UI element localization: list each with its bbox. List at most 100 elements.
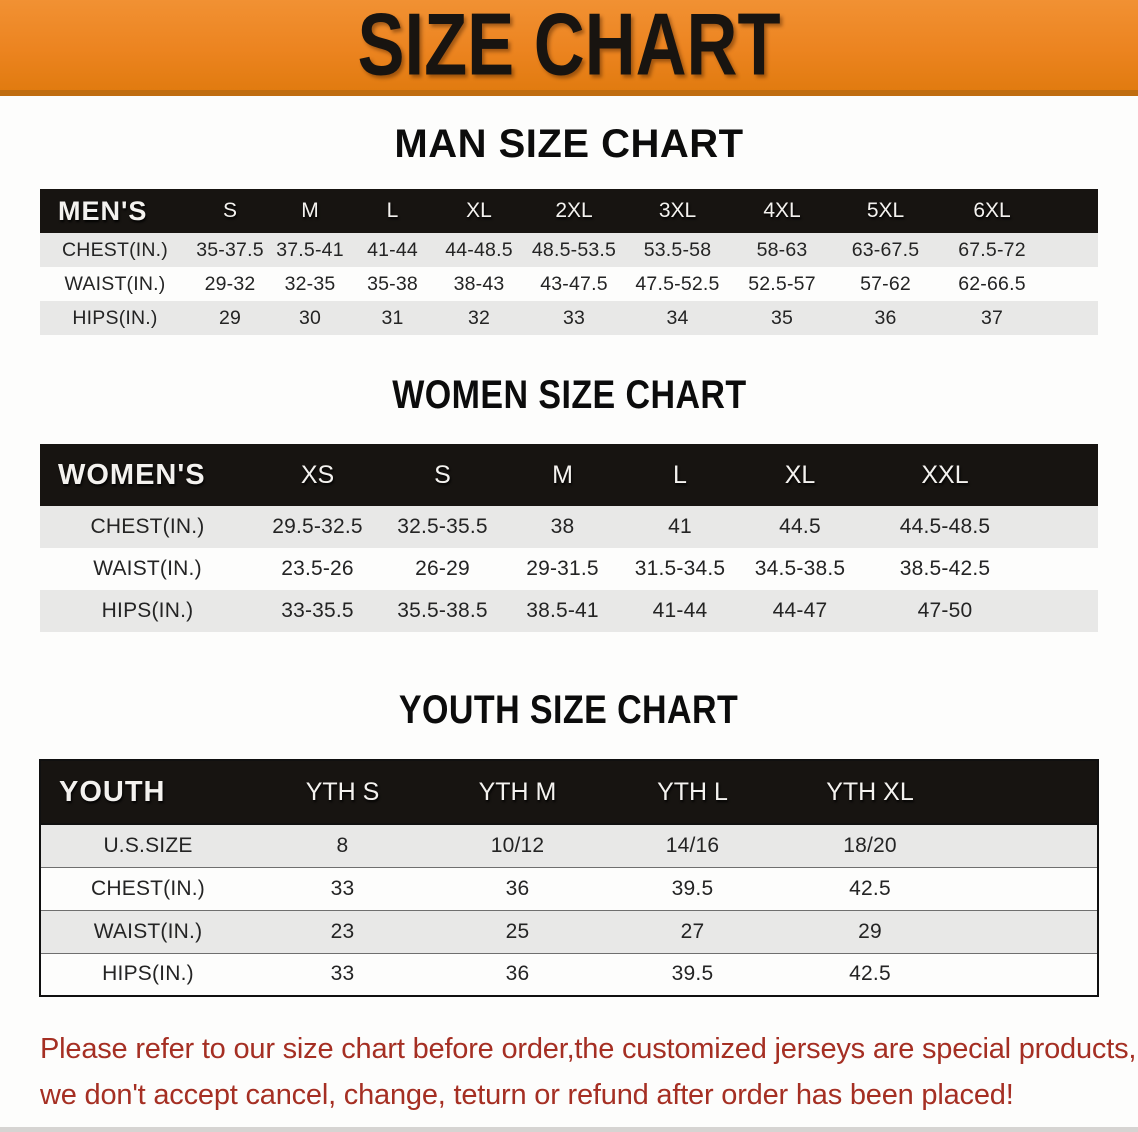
size-value-cell: 35.5-38.5 xyxy=(397,599,488,622)
size-value-cell: 42.5 xyxy=(849,962,891,986)
size-value-cell: 67.5-72 xyxy=(958,238,1026,261)
table-row-hips: HIPS(IN.) 29 30 31 32 33 34 35 36 37 xyxy=(40,301,1098,335)
size-value-cell: 38.5-42.5 xyxy=(899,557,991,580)
size-column-header: 5XL xyxy=(866,199,905,222)
size-value-cell: 36 xyxy=(505,876,530,900)
size-column-header: 6XL xyxy=(973,199,1011,222)
size-value-cell: 14/16 xyxy=(665,833,720,857)
row-label: HIPS(IN.) xyxy=(101,599,194,622)
size-value-cell: 44.5 xyxy=(779,515,821,538)
spacer-cell xyxy=(1030,444,1098,506)
size-value-cell: 38.5-41 xyxy=(526,599,599,622)
size-value-cell: 30 xyxy=(298,306,322,329)
row-label: HIPS(IN.) xyxy=(72,306,158,329)
size-column-header: S xyxy=(434,460,451,489)
size-value-cell: 33 xyxy=(330,962,355,986)
spacer-cell xyxy=(1030,506,1098,548)
size-column-header: XL xyxy=(466,199,492,222)
size-value-cell: 47.5-52.5 xyxy=(635,272,720,295)
spacer-cell xyxy=(960,760,1098,824)
size-value-cell: 29-31.5 xyxy=(526,557,599,580)
men-section-heading-text: MAN SIZE CHART xyxy=(394,122,744,166)
youth-header-row: YOUTH YTH S YTH M YTH L YTH XL xyxy=(40,760,1098,824)
spacer-cell xyxy=(1047,233,1098,267)
size-value-cell: 41-44 xyxy=(367,238,418,261)
size-value-cell: 57-62 xyxy=(860,272,911,295)
size-value-cell: 37.5-41 xyxy=(276,238,344,261)
disclaimer-line-2: we don't accept cancel, change, teturn o… xyxy=(40,1078,1014,1111)
size-value-cell: 33 xyxy=(562,306,586,329)
size-value-cell: 38 xyxy=(550,515,575,538)
size-value-cell: 62-66.5 xyxy=(958,272,1026,295)
row-label: WAIST(IN.) xyxy=(64,272,166,295)
size-value-cell: 53.5-58 xyxy=(643,238,712,261)
size-column-header: YTH S xyxy=(305,777,380,806)
size-value-cell: 39.5 xyxy=(671,962,714,986)
mens-size-table: MEN'S S M L XL 2XL 3XL 4XL 5XL 6XL CHEST… xyxy=(40,189,1098,335)
table-row-waist: WAIST(IN.) 29-32 32-35 35-38 38-43 43-47… xyxy=(40,267,1098,301)
table-row-waist: WAIST(IN.) 23.5-26 26-29 29-31.5 31.5-34… xyxy=(40,548,1098,590)
table-row-hips: HIPS(IN.) 33 36 39.5 42.5 xyxy=(40,953,1098,996)
size-value-cell: 26-29 xyxy=(415,557,470,580)
size-value-cell: 47-50 xyxy=(917,599,973,622)
row-label: HIPS(IN.) xyxy=(102,962,194,986)
disclaimer: Please refer to our size chart before or… xyxy=(40,1027,1137,1119)
size-value-cell: 33 xyxy=(330,876,355,900)
size-value-cell: 31 xyxy=(381,306,404,329)
spacer-cell xyxy=(1030,590,1098,632)
spacer-cell xyxy=(960,953,1098,996)
table-row-chest: CHEST(IN.) 33 36 39.5 42.5 xyxy=(40,867,1098,910)
size-value-cell: 23.5-26 xyxy=(281,557,354,580)
size-value-cell: 35 xyxy=(770,306,794,329)
spacer-cell xyxy=(1047,267,1098,301)
row-label: WAIST(IN.) xyxy=(93,557,202,580)
spacer-cell xyxy=(960,910,1098,953)
size-value-cell: 34 xyxy=(666,306,689,329)
size-value-cell: 34.5-38.5 xyxy=(754,557,846,580)
size-value-cell: 31.5-34.5 xyxy=(634,557,726,580)
size-value-cell: 48.5-53.5 xyxy=(531,238,617,261)
size-column-header: XL xyxy=(784,460,816,489)
size-value-cell: 23 xyxy=(330,919,355,943)
mens-corner-label: MEN'S xyxy=(58,195,148,226)
size-column-header: L xyxy=(386,199,399,222)
size-value-cell: 33-35.5 xyxy=(281,599,354,622)
size-column-header: YTH L xyxy=(657,777,728,806)
mens-header-row: MEN'S S M L XL 2XL 3XL 4XL 5XL 6XL xyxy=(40,189,1098,233)
men-section-heading: MAN SIZE CHART xyxy=(0,122,1138,167)
size-column-header: S xyxy=(222,199,237,222)
row-label: CHEST(IN.) xyxy=(91,876,205,900)
size-value-cell: 63-67.5 xyxy=(851,238,920,261)
size-value-cell: 29 xyxy=(858,919,882,943)
size-column-header: 4XL xyxy=(763,199,801,222)
youth-section-heading-text: YOUTH SIZE CHART xyxy=(399,688,739,732)
youth-size-table: YOUTH YTH S YTH M YTH L YTH XL U.S.SIZE … xyxy=(39,759,1099,997)
spacer-cell xyxy=(1030,548,1098,590)
size-value-cell: 8 xyxy=(336,833,349,857)
size-value-cell: 35-37.5 xyxy=(196,238,264,261)
women-section-heading: WOMEN SIZE CHART xyxy=(0,373,1138,418)
spacer-cell xyxy=(960,867,1098,910)
size-column-header: YTH M xyxy=(478,777,557,806)
row-label: U.S.SIZE xyxy=(103,833,193,857)
size-value-cell: 36 xyxy=(505,962,530,986)
size-column-header: M xyxy=(552,460,573,489)
table-row-waist: WAIST(IN.) 23 25 27 29 xyxy=(40,910,1098,953)
size-value-cell: 38-43 xyxy=(453,272,505,295)
spacer-cell xyxy=(960,824,1098,867)
table-row-us-size: U.S.SIZE 8 10/12 14/16 18/20 xyxy=(40,824,1098,867)
size-column-header: 2XL xyxy=(555,199,593,222)
table-row-hips: HIPS(IN.) 33-35.5 35.5-38.5 38.5-41 41-4… xyxy=(40,590,1098,632)
spacer-cell xyxy=(1047,189,1098,233)
size-value-cell: 44-47 xyxy=(772,599,828,622)
size-value-cell: 44.5-48.5 xyxy=(899,515,991,538)
row-label: CHEST(IN.) xyxy=(90,515,205,538)
size-value-cell: 32.5-35.5 xyxy=(397,515,488,538)
size-value-cell: 29 xyxy=(218,306,242,329)
size-column-header: XS xyxy=(300,460,335,489)
size-value-cell: 10/12 xyxy=(490,833,545,857)
disclaimer-line-1: Please refer to our size chart before or… xyxy=(40,1033,1137,1065)
size-column-header: L xyxy=(673,460,687,489)
row-label: CHEST(IN.) xyxy=(62,238,168,261)
